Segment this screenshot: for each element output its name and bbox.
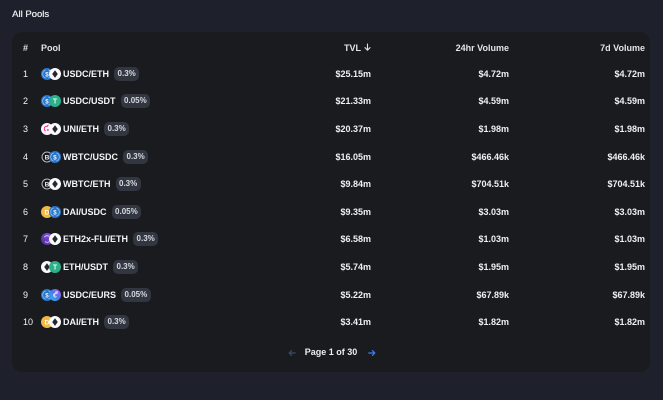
svg-text:$: $: [45, 99, 49, 106]
svg-text:€: €: [53, 292, 57, 299]
svg-text:T: T: [53, 265, 58, 272]
svg-text:D: D: [45, 320, 50, 327]
svg-text:D: D: [45, 209, 50, 216]
svg-text:$: $: [45, 292, 49, 299]
svg-text:$: $: [53, 209, 57, 216]
svg-text:B: B: [45, 154, 50, 161]
svg-text:B: B: [45, 182, 50, 189]
svg-text:$: $: [53, 154, 57, 161]
svg-text:$: $: [45, 71, 49, 78]
svg-text:T: T: [53, 99, 58, 106]
